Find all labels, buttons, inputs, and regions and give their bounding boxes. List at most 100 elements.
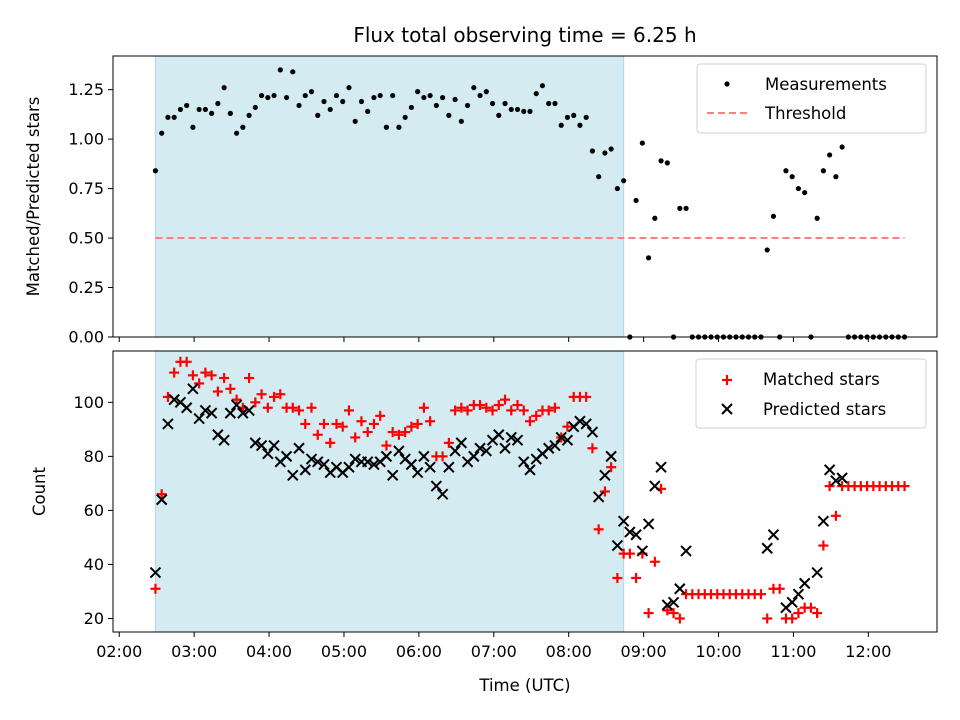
- predicted-star-point: [155, 493, 168, 506]
- predicted-star-point: [674, 583, 686, 595]
- matched-star-point: [331, 418, 342, 429]
- matched-star-point: [187, 370, 198, 381]
- measurement-point: [209, 110, 215, 116]
- matched-star-point: [793, 608, 804, 619]
- measurement-point: [633, 197, 639, 204]
- matched-star-point: [362, 427, 373, 438]
- predicted-star-point: [543, 442, 555, 454]
- predicted-star-point: [468, 450, 480, 463]
- measurement-point: [283, 94, 290, 101]
- measurement-point: [202, 106, 208, 113]
- matched-star-point: [462, 405, 473, 416]
- predicted-star-point: [436, 488, 449, 500]
- matched-star-point: [481, 402, 492, 413]
- matched-star-point: [318, 418, 329, 429]
- predicted-star-point: [255, 439, 268, 452]
- predicted-star-point: [187, 383, 199, 395]
- measurement-point: [408, 104, 414, 111]
- measurement-point: [496, 112, 502, 118]
- measurement-point: [521, 108, 527, 115]
- measurement-point: [677, 205, 683, 211]
- measurement-point: [421, 94, 427, 101]
- predicted-star-point: [249, 437, 262, 449]
- predicted-star-point: [368, 458, 380, 471]
- measurement-point: [827, 152, 833, 158]
- predicted-star-point: [199, 404, 212, 417]
- x-tick-label: 05:00: [321, 642, 367, 661]
- matched-star-point: [606, 462, 617, 473]
- predicted-star-point: [411, 466, 424, 479]
- matched-star-point: [631, 572, 642, 583]
- ratio-y-tick-label: 0.00: [68, 328, 104, 347]
- matched-star-point: [337, 421, 348, 432]
- matched-star-point: [275, 389, 286, 400]
- measurement-point: [190, 124, 196, 130]
- predicted-star-point: [836, 472, 848, 484]
- matched-star-point: [343, 405, 354, 416]
- predicted-star-point: [505, 431, 517, 444]
- matched-star-point: [206, 370, 217, 381]
- measurement-point: [533, 90, 539, 97]
- measurement-point: [596, 174, 602, 180]
- matched-star-point: [225, 383, 236, 394]
- measurement-point: [171, 114, 177, 120]
- x-tick-label: 07:00: [471, 642, 517, 661]
- measurement-point: [302, 92, 308, 99]
- matched-star-point: [350, 432, 361, 443]
- predicted-star-point: [636, 545, 649, 557]
- measurement-point: [833, 174, 839, 180]
- matched-star-point: [306, 402, 317, 413]
- matched-star-point: [425, 416, 436, 427]
- measurement-point: [458, 118, 464, 124]
- legend-matched-marker: [722, 375, 732, 385]
- matched-star-point: [668, 608, 679, 619]
- predicted-star-point: [243, 404, 255, 417]
- measurement-point: [365, 108, 371, 115]
- counts-y-tick-label: 20: [84, 609, 104, 628]
- x-tick-label: 10:00: [695, 642, 741, 661]
- predicted-star-point: [280, 450, 293, 463]
- measurement-point: [683, 205, 689, 211]
- predicted-star-point: [443, 461, 455, 473]
- matched-star-point: [487, 405, 498, 416]
- legend-measurements-marker: [724, 81, 730, 87]
- legend-predicted-marker: [721, 403, 733, 415]
- matched-star-point: [612, 572, 623, 583]
- matched-star-point: [181, 356, 192, 367]
- measurement-point: [265, 94, 271, 101]
- measurement-point: [577, 122, 583, 128]
- counts-y-tick-label: 100: [73, 393, 104, 412]
- matched-star-point: [169, 367, 180, 378]
- ratio-panel: 0.00 0.25 0.50 0.75 1.00 1.25 Matched/Predict…: [24, 55, 938, 347]
- measurement-point: [327, 106, 333, 113]
- measurement-point: [614, 185, 620, 192]
- measurement-point: [346, 85, 352, 91]
- predicted-star-point: [480, 445, 493, 457]
- matched-star-point: [549, 402, 560, 413]
- matched-star-point: [899, 481, 910, 492]
- measurement-point: [308, 89, 315, 95]
- matched-star-point: [437, 451, 448, 462]
- measurement-point: [802, 189, 808, 196]
- matched-star-point: [812, 608, 823, 619]
- measurement-point: [196, 106, 202, 113]
- predicted-star-point: [474, 442, 486, 454]
- predicted-star-point: [680, 545, 692, 557]
- matched-star-point: [294, 405, 305, 416]
- legend-x-glyph: [721, 403, 733, 415]
- x-tick-label: 02:00: [96, 642, 142, 661]
- measurement-point: [814, 215, 820, 221]
- measurement-point: [783, 168, 789, 174]
- measurement-point: [764, 247, 770, 253]
- predicted-star-point: [767, 529, 780, 541]
- measurement-point: [602, 150, 608, 156]
- matched-star-point: [512, 400, 523, 411]
- measurement-point: [789, 174, 795, 180]
- measurement-point: [839, 144, 845, 150]
- measurement-point: [415, 89, 421, 95]
- matched-star-point: [624, 548, 635, 559]
- measurement-point: [352, 118, 358, 124]
- measurement-point: [646, 255, 652, 261]
- matched-star-point: [762, 613, 773, 624]
- measurement-point: [446, 112, 452, 118]
